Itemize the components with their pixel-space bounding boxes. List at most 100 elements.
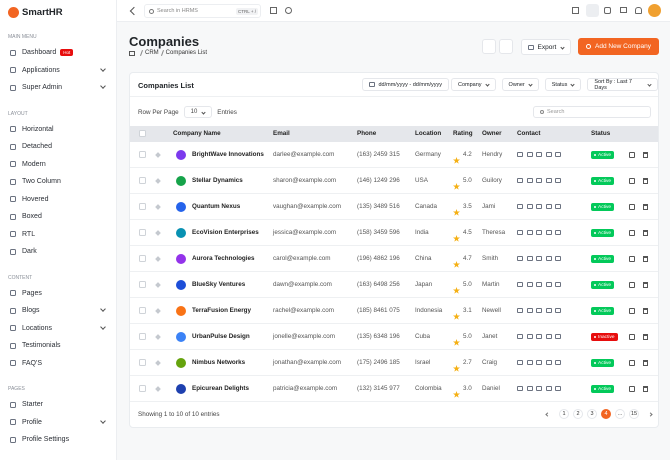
contact-icon[interactable] — [536, 256, 542, 261]
contact-icon[interactable] — [545, 282, 552, 287]
contact-icon[interactable] — [526, 308, 533, 313]
menu-item[interactable]: Detached — [0, 138, 116, 156]
contact-icon[interactable] — [526, 230, 533, 235]
company-name[interactable]: BlueSky Ventures — [192, 281, 246, 288]
menu-item[interactable]: Pages — [0, 285, 116, 303]
contact-icon[interactable] — [545, 152, 552, 157]
contact-icon[interactable] — [545, 334, 552, 339]
contact-icon[interactable] — [517, 178, 523, 183]
delete-icon[interactable] — [643, 204, 648, 210]
page-button[interactable]: 4 — [601, 409, 611, 419]
row-checkbox[interactable] — [139, 177, 146, 184]
contact-icon[interactable] — [536, 386, 542, 391]
contact-icon[interactable] — [517, 230, 523, 235]
menu-item[interactable]: Applications — [0, 62, 116, 80]
filter-dropdown[interactable]: Company — [451, 78, 496, 91]
home-icon[interactable] — [129, 50, 135, 56]
page-button[interactable]: 2 — [573, 409, 583, 419]
search-box[interactable]: Search in HRMS CTRL + / — [144, 4, 261, 18]
menu-item[interactable]: Testimonials — [0, 337, 116, 355]
contact-icon[interactable] — [526, 178, 533, 183]
contact-icon[interactable] — [555, 256, 561, 261]
contact-icon[interactable] — [545, 178, 552, 183]
contact-icon[interactable] — [526, 360, 533, 365]
next-page[interactable] — [648, 411, 653, 417]
contact-icon[interactable] — [517, 282, 523, 287]
contact-icon[interactable] — [536, 360, 542, 365]
menu-item[interactable]: Two Column — [0, 173, 116, 191]
contact-icon[interactable] — [517, 360, 523, 365]
contact-icon[interactable] — [536, 204, 542, 209]
page-button[interactable]: 1 — [559, 409, 569, 419]
menu-item[interactable]: Boxed — [0, 208, 116, 226]
view-list-button[interactable] — [482, 39, 496, 54]
company-name[interactable]: Epicurean Delights — [192, 385, 250, 392]
delete-icon[interactable] — [643, 256, 648, 262]
favorite-icon[interactable] — [155, 308, 161, 314]
favorite-icon[interactable] — [155, 230, 161, 236]
edit-icon[interactable] — [629, 308, 635, 314]
contact-icon[interactable] — [536, 334, 542, 339]
menu-item[interactable]: Profile Settings — [0, 431, 116, 449]
company-name[interactable]: Aurora Technologies — [192, 255, 255, 262]
contact-icon[interactable] — [517, 256, 523, 261]
contact-icon[interactable] — [536, 282, 542, 287]
contact-icon[interactable] — [536, 230, 542, 235]
delete-icon[interactable] — [643, 178, 648, 184]
menu-item[interactable]: Super Admin — [0, 79, 116, 97]
breadcrumb-item[interactable]: CRM — [145, 50, 159, 56]
contact-icon[interactable] — [545, 360, 552, 365]
favorite-icon[interactable] — [155, 178, 161, 184]
row-checkbox[interactable] — [139, 229, 146, 236]
company-name[interactable]: TerraFusion Energy — [192, 307, 252, 314]
row-checkbox[interactable] — [139, 385, 146, 392]
edit-icon[interactable] — [629, 386, 635, 392]
prev-page[interactable] — [545, 411, 550, 417]
favorite-icon[interactable] — [155, 360, 161, 366]
page-button[interactable]: 3 — [587, 409, 597, 419]
company-name[interactable]: Stellar Dynamics — [192, 177, 243, 184]
favorite-icon[interactable] — [155, 152, 161, 158]
company-name[interactable]: Quantum Nexus — [192, 203, 241, 210]
filter-dropdown[interactable]: Owner — [501, 78, 539, 91]
contact-icon[interactable] — [545, 204, 552, 209]
contact-icon[interactable] — [526, 152, 533, 157]
fullscreen-icon[interactable] — [572, 7, 579, 14]
mail-icon[interactable] — [620, 7, 627, 13]
row-checkbox[interactable] — [139, 151, 146, 158]
rows-per-page-select[interactable]: 10 — [183, 106, 213, 118]
menu-item[interactable]: Blogs — [0, 302, 116, 320]
contact-icon[interactable] — [517, 204, 523, 209]
row-checkbox[interactable] — [139, 307, 146, 314]
contact-icon[interactable] — [517, 308, 523, 313]
menu-item[interactable]: Locations — [0, 320, 116, 338]
breadcrumb-item[interactable]: Companies List — [165, 50, 208, 56]
menu-item[interactable]: Modern — [0, 156, 116, 174]
menu-item[interactable]: Dashboard Hot — [0, 44, 116, 62]
apps-icon[interactable] — [586, 4, 599, 17]
add-company-button[interactable]: Add New Company — [578, 38, 659, 55]
contact-icon[interactable] — [526, 204, 533, 209]
delete-icon[interactable] — [643, 152, 648, 158]
menu-item[interactable]: Starter — [0, 396, 116, 414]
menu-item[interactable]: Profile — [0, 414, 116, 432]
filter-dropdown[interactable]: Status — [544, 78, 582, 91]
edit-icon[interactable] — [629, 360, 635, 366]
row-checkbox[interactable] — [139, 333, 146, 340]
edit-icon[interactable] — [629, 178, 635, 184]
contact-icon[interactable] — [555, 230, 561, 235]
favorite-icon[interactable] — [155, 204, 161, 210]
delete-icon[interactable] — [643, 360, 648, 366]
contact-icon[interactable] — [545, 230, 552, 235]
contact-icon[interactable] — [555, 204, 561, 209]
delete-icon[interactable] — [643, 282, 648, 288]
contact-icon[interactable] — [555, 282, 561, 287]
row-checkbox[interactable] — [139, 281, 146, 288]
chat-icon[interactable] — [604, 7, 611, 14]
favorite-icon[interactable] — [155, 256, 161, 262]
row-checkbox[interactable] — [139, 359, 146, 366]
date-range[interactable]: dd/mm/yyyy - dd/mm/yyyy — [362, 78, 450, 91]
table-search[interactable]: Search — [533, 106, 651, 118]
company-name[interactable]: EcoVision Enterprises — [192, 229, 259, 236]
edit-icon[interactable] — [629, 256, 635, 262]
